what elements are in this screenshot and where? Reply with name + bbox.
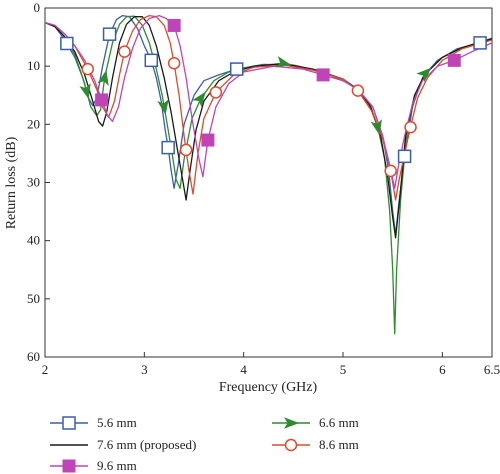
x-tick-label-2: 4 bbox=[240, 362, 247, 377]
y-axis-title: Return loss (dB) bbox=[4, 136, 19, 229]
series-1-marker-3 bbox=[192, 91, 206, 108]
series-line-2 bbox=[45, 16, 492, 239]
series-3-marker-6 bbox=[384, 164, 397, 178]
series-0-marker-6 bbox=[473, 36, 487, 50]
series-3-marker-0 bbox=[81, 62, 94, 76]
y-tick-label-4: 40 bbox=[27, 233, 40, 248]
series-0-marker-5 bbox=[397, 149, 412, 164]
series-3-marker-7 bbox=[404, 120, 417, 134]
x-tick-label-5: 6.5 bbox=[484, 362, 500, 377]
series-0-marker-4 bbox=[229, 62, 244, 76]
series-3-marker-2 bbox=[167, 57, 181, 70]
series-1-marker-4 bbox=[275, 56, 292, 68]
legend-label-0: 5.6 mm bbox=[97, 415, 137, 430]
legend-item-2: 7.6 mm (proposed) bbox=[50, 437, 196, 452]
legend-item-0: 5.6 mm bbox=[50, 415, 137, 430]
y-tick-label-5: 50 bbox=[27, 291, 40, 306]
series-3-marker-5 bbox=[351, 84, 365, 97]
series-4-marker-4 bbox=[447, 53, 461, 67]
series-lines bbox=[45, 14, 492, 335]
legend-label-2: 7.6 mm (proposed) bbox=[97, 437, 196, 452]
legend-swatch-marker-1 bbox=[284, 417, 300, 429]
series-line-0 bbox=[45, 14, 492, 236]
legend-label-3: 8.6 mm bbox=[319, 437, 359, 452]
series-1-marker-6 bbox=[416, 67, 432, 83]
y-tick-label-3: 30 bbox=[27, 175, 40, 190]
x-tick-label-4: 6 bbox=[439, 362, 446, 377]
series-1-marker-1 bbox=[97, 69, 109, 86]
x-tick-label-3: 5 bbox=[340, 362, 347, 377]
axis-ticks: 2 3 4 5 6 6.5 0 10 20 30 40 50 60 bbox=[27, 0, 500, 377]
series-0-marker-3 bbox=[161, 140, 175, 155]
series-1-marker-5 bbox=[370, 119, 382, 136]
series-0-marker-2 bbox=[144, 53, 159, 68]
series-markers bbox=[60, 18, 487, 178]
series-4-marker-2 bbox=[201, 133, 215, 147]
series-0-marker-1 bbox=[102, 27, 117, 41]
y-tick-label-6: 60 bbox=[27, 349, 40, 364]
legend-item-3: 8.6 mm bbox=[272, 437, 359, 452]
legend-swatch-marker-0 bbox=[62, 416, 76, 430]
series-3-marker-4 bbox=[209, 86, 223, 99]
series-1-marker-0 bbox=[79, 83, 91, 100]
series-line-1 bbox=[45, 15, 492, 335]
series-0-marker-0 bbox=[60, 36, 74, 51]
series-4-marker-1 bbox=[167, 18, 181, 32]
series-3-marker-3 bbox=[179, 143, 193, 157]
legend-item-1: 6.6 mm bbox=[272, 415, 359, 430]
series-4-marker-0 bbox=[95, 93, 109, 107]
series-1-marker-2 bbox=[157, 99, 169, 115]
y-tick-label-1: 10 bbox=[27, 58, 40, 73]
legend: 5.6 mm 6.6 mm 7.6 mm (proposed) 8.6 mm 9.6 m… bbox=[50, 415, 359, 473]
x-axis-title: Frequency (GHz) bbox=[219, 380, 318, 395]
legend-item-4: 9.6 mm bbox=[50, 458, 137, 473]
x-tick-label-0: 2 bbox=[42, 362, 49, 377]
legend-swatch-marker-4 bbox=[62, 459, 76, 473]
y-tick-label-0: 0 bbox=[34, 0, 41, 15]
series-4-marker-3 bbox=[316, 68, 330, 82]
series-3-marker-1 bbox=[118, 45, 131, 58]
y-tick-label-2: 20 bbox=[27, 116, 40, 131]
plot-frame bbox=[44, 7, 493, 358]
legend-label-4: 9.6 mm bbox=[97, 458, 137, 473]
legend-swatch-marker-3 bbox=[284, 438, 298, 452]
x-tick-label-1: 3 bbox=[141, 362, 148, 377]
legend-label-1: 6.6 mm bbox=[319, 415, 359, 430]
series-line-4 bbox=[45, 14, 492, 189]
